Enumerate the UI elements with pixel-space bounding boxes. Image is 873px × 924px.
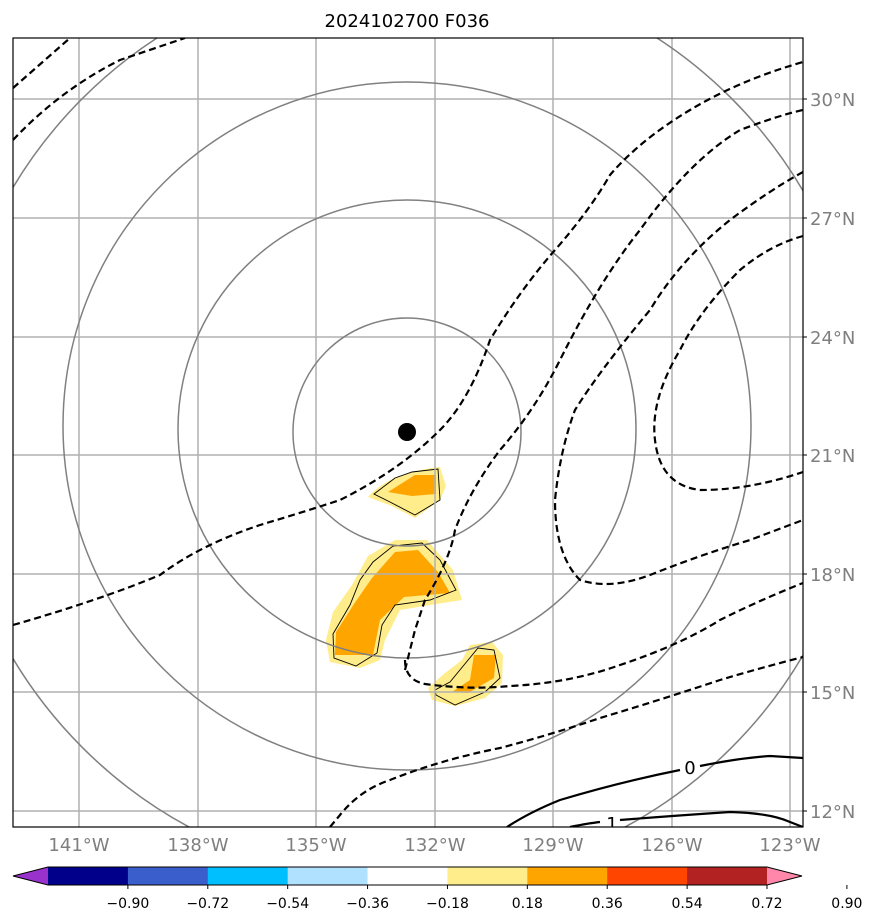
colorbar-segment bbox=[287, 867, 369, 885]
colorbar-extend-high bbox=[767, 867, 802, 885]
colorbar-tick-label: 0.18 bbox=[512, 896, 543, 912]
colorbar-tick-label: 0.54 bbox=[672, 896, 703, 912]
dashed-contours bbox=[13, 38, 803, 827]
colorbar: −0.90 −0.72 −0.54 −0.36 −0.18 0.18 0.36 0.54 0.7… bbox=[12, 866, 862, 912]
storm-center-marker bbox=[398, 423, 416, 441]
lon-label-132w: 132°W bbox=[404, 835, 465, 856]
colorbar-segment bbox=[127, 867, 209, 885]
lat-tick-marks bbox=[803, 98, 807, 812]
colorbar-tick-label: −0.36 bbox=[346, 896, 389, 912]
lon-label-141w: 141°W bbox=[48, 835, 109, 856]
colorbar-segment bbox=[527, 867, 608, 885]
colorbar-ticks: −0.90 −0.72 −0.54 −0.36 −0.18 0.18 0.36 0.54 0.7… bbox=[106, 885, 862, 912]
lat-label-24n: 24°N bbox=[810, 328, 855, 349]
lat-labels: 30°N 27°N 24°N 21°N 18°N 15°N 12°N bbox=[810, 90, 855, 823]
colorbar-segment bbox=[687, 867, 768, 885]
colorbar-tick-label: −0.72 bbox=[186, 896, 229, 912]
contour-label-one: 1 bbox=[606, 814, 617, 835]
lat-label-15n: 15°N bbox=[810, 683, 855, 704]
colorbar-tick-label: 0.90 bbox=[831, 896, 862, 912]
lon-labels: 141°W 138°W 135°W 132°W 129°W 126°W 123°… bbox=[48, 835, 820, 856]
lon-label-126w: 126°W bbox=[641, 835, 702, 856]
gridlines bbox=[13, 38, 803, 827]
lon-label-138w: 138°W bbox=[167, 835, 228, 856]
map-frame bbox=[12, 37, 804, 828]
lon-label-129w: 129°W bbox=[522, 835, 583, 856]
colorbar-segment bbox=[48, 867, 129, 885]
lon-label-135w: 135°W bbox=[285, 835, 346, 856]
colorbar-tick-label: −0.18 bbox=[426, 896, 469, 912]
lat-label-18n: 18°N bbox=[810, 565, 855, 586]
colorbar-extend-low bbox=[13, 867, 48, 885]
figure-title: 2024102700 F036 bbox=[325, 11, 490, 32]
lon-label-123w: 123°W bbox=[759, 835, 820, 856]
contour-label-zero: 0 bbox=[684, 758, 695, 779]
colorbar-segments bbox=[13, 867, 802, 885]
lat-label-27n: 27°N bbox=[810, 209, 855, 230]
colorbar-tick-label: 0.72 bbox=[751, 896, 782, 912]
solid-contours bbox=[506, 754, 803, 827]
colorbar-segment bbox=[607, 867, 688, 885]
lat-label-12n: 12°N bbox=[810, 802, 855, 823]
colorbar-outline bbox=[12, 866, 803, 886]
map-content: 0 1 bbox=[13, 38, 803, 835]
colorbar-segment bbox=[447, 867, 528, 885]
lat-label-30n: 30°N bbox=[810, 90, 855, 111]
colorbar-segment bbox=[207, 867, 289, 885]
lat-label-21n: 21°N bbox=[810, 446, 855, 467]
colorbar-segment bbox=[367, 867, 448, 885]
colorbar-tick-label: −0.90 bbox=[106, 896, 149, 912]
colorbar-tick-label: −0.54 bbox=[266, 896, 309, 912]
shaded-field bbox=[326, 467, 503, 706]
colorbar-tick-label: 0.36 bbox=[592, 896, 623, 912]
